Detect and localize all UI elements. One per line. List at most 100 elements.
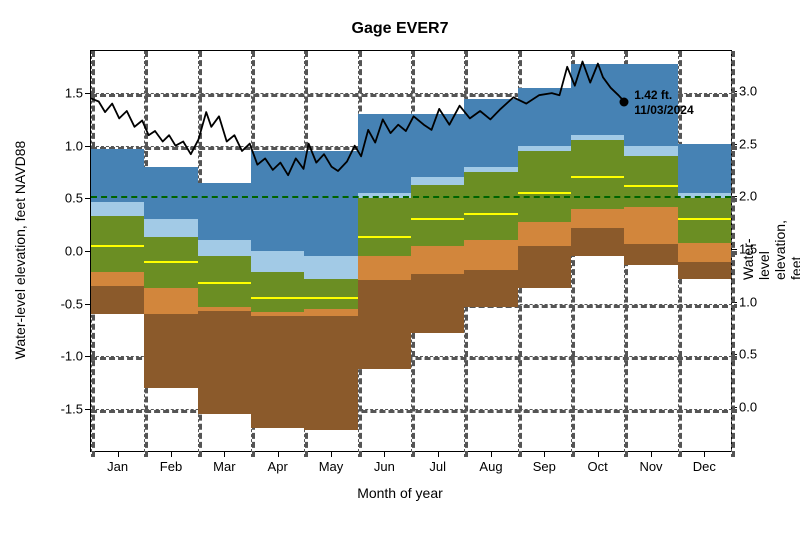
band-orange <box>144 288 197 314</box>
band-lightblue <box>464 167 517 172</box>
band-blue <box>144 167 197 220</box>
median-line <box>464 213 517 215</box>
band-brown <box>678 262 731 280</box>
x-tick-label: Jun <box>374 451 395 474</box>
y-tick-label: -1.0 <box>61 349 91 364</box>
x-tick-label: Jan <box>107 451 128 474</box>
median-line <box>358 236 411 238</box>
y-tick-label: 0.5 <box>65 191 91 206</box>
median-line <box>198 282 251 284</box>
x-tick-label: Mar <box>213 451 235 474</box>
band-lightblue <box>411 177 464 184</box>
band-green <box>571 140 624 208</box>
band-brown <box>518 246 571 288</box>
band-lightblue <box>304 256 357 279</box>
month-column <box>198 51 251 451</box>
band-brown <box>358 280 411 368</box>
band-brown <box>464 270 517 307</box>
band-blue <box>571 64 624 136</box>
month-column <box>571 51 624 451</box>
band-brown <box>91 286 144 314</box>
x-tick-label: Dec <box>693 451 716 474</box>
median-line <box>144 261 197 263</box>
chart-title: Gage EVER7 <box>0 20 800 38</box>
median-line <box>518 192 571 194</box>
band-lightblue <box>251 251 304 272</box>
y2-axis-label: Water-level elevation, feet NGVD29 <box>740 220 800 280</box>
band-brown <box>624 244 677 265</box>
band-brown <box>144 314 197 388</box>
month-column <box>358 51 411 451</box>
band-blue <box>251 151 304 251</box>
gridline-vertical <box>731 51 735 457</box>
band-orange <box>251 312 304 316</box>
month-column <box>144 51 197 451</box>
band-lightblue <box>144 219 197 237</box>
band-lightblue <box>518 146 571 151</box>
marker-label-date: 11/03/2024 <box>634 103 693 117</box>
band-green <box>304 279 357 308</box>
band-orange <box>518 222 571 246</box>
band-orange <box>358 256 411 280</box>
band-orange <box>678 243 731 262</box>
month-column <box>411 51 464 451</box>
band-lightblue <box>624 146 677 157</box>
y-tick-label: 1.0 <box>65 138 91 153</box>
band-blue <box>518 88 571 146</box>
marker-dot <box>620 97 629 106</box>
x-tick-label: Sep <box>533 451 556 474</box>
y-tick-label: -0.5 <box>61 296 91 311</box>
band-blue <box>411 114 464 177</box>
band-lightblue <box>571 135 624 140</box>
y-tick-label: 0.0 <box>65 244 91 259</box>
band-blue <box>678 144 731 193</box>
band-brown <box>304 316 357 430</box>
x-axis-label: Month of year <box>0 485 800 501</box>
month-column <box>464 51 517 451</box>
band-brown <box>251 316 304 428</box>
y-axis-label: Water-level elevation, feet NAVD88 <box>12 141 28 360</box>
band-green <box>624 156 677 207</box>
median-line <box>304 297 357 299</box>
x-tick-label: Oct <box>588 451 608 474</box>
band-brown <box>571 228 624 256</box>
y-tick-label: -1.5 <box>61 401 91 416</box>
band-orange <box>91 272 144 286</box>
band-green <box>678 198 731 242</box>
x-tick-label: Feb <box>160 451 182 474</box>
band-lightblue <box>91 202 144 217</box>
band-green <box>518 151 571 222</box>
band-green <box>464 172 517 240</box>
marker-label-value: 1.42 ft. <box>634 88 672 102</box>
band-orange <box>464 240 517 269</box>
x-tick-label: Apr <box>268 451 288 474</box>
median-line <box>571 176 624 178</box>
band-green <box>411 185 464 246</box>
band-blue <box>198 183 251 241</box>
band-orange <box>571 209 624 228</box>
x-tick-label: May <box>319 451 344 474</box>
band-orange <box>624 207 677 244</box>
band-orange <box>411 246 464 274</box>
x-tick-label: Nov <box>639 451 662 474</box>
band-brown <box>411 274 464 333</box>
band-lightblue <box>198 240 251 256</box>
band-blue <box>358 114 411 193</box>
y-tick-label: 1.5 <box>65 86 91 101</box>
band-green <box>251 272 304 312</box>
band-orange <box>304 309 357 316</box>
band-blue <box>464 99 517 166</box>
reference-line <box>91 196 731 198</box>
band-blue <box>91 149 144 202</box>
band-blue <box>304 151 357 256</box>
median-line <box>91 245 144 247</box>
plot-area: -1.5-1.0-0.50.00.51.01.50.00.51.01.52.02… <box>90 50 732 452</box>
band-green <box>358 198 411 256</box>
median-line <box>678 218 731 220</box>
band-green <box>144 237 197 288</box>
band-orange <box>198 307 251 311</box>
x-tick-label: Jul <box>429 451 446 474</box>
month-column <box>304 51 357 451</box>
month-column <box>251 51 304 451</box>
band-brown <box>198 311 251 414</box>
